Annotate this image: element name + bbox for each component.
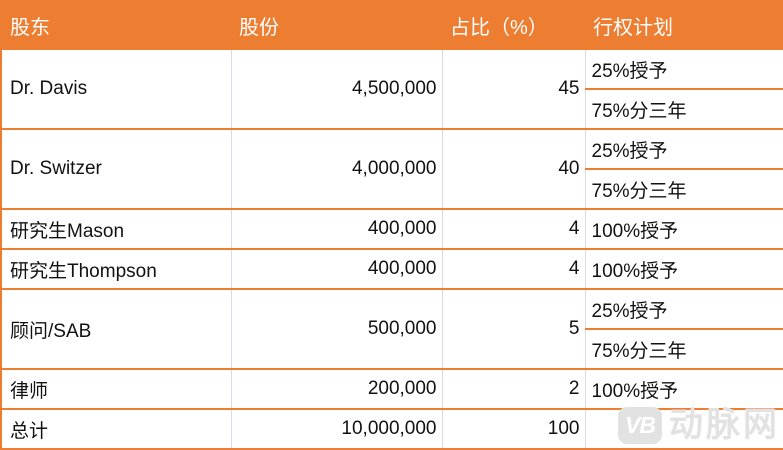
table-subrow: 75%分三年 [1,168,783,210]
cell-vesting: 75%分三年 [584,168,783,210]
table-row: 研究生Thompson 400,000 4 100%授予 [0,248,783,290]
cell-vesting: 25%授予 [584,288,783,330]
table-subrow: 75%分三年 [1,88,783,130]
cell-shares: 4,000,000 [230,128,443,210]
cell-vesting: 100%授予 [584,248,783,290]
header-shareholder: 股东 [1,1,231,50]
cell-percent: 5 [441,288,586,370]
table-row: Dr. Switzer 4,000,000 40 25%授予 [0,128,783,210]
cell-vesting: 100%授予 [584,208,783,250]
cell-vesting: 75%分三年 [584,328,783,370]
cell-shares: 4,500,000 [230,48,443,130]
header-percent: 占比（%） [442,1,585,50]
cell-shareholder: 律师 [0,368,232,410]
cell-percent: 45 [441,48,586,130]
table-row: Dr. Davis 4,500,000 45 25%授予 [0,48,783,130]
cell-vesting: 75%分三年 [584,88,783,130]
cell-percent: 4 [441,248,586,290]
cell-percent: 4 [441,208,586,250]
table-row: 顾问/SAB 500,000 5 25%授予 [0,288,783,370]
cell-shareholder: Dr. Switzer [0,128,232,210]
cell-vesting: 100%授予 [584,368,783,410]
table-subrow: 75%分三年 [1,328,783,370]
cell-shares: 400,000 [230,248,443,290]
cell-shares: 200,000 [230,368,443,410]
cell-shareholder: 总计 [0,408,232,450]
cell-vesting-empty [584,408,783,450]
cell-shareholder: 研究生Mason [0,208,232,250]
cell-shares: 500,000 [230,288,443,370]
header-shares: 股份 [231,1,442,50]
cell-vesting: 25%授予 [584,128,783,170]
total-row: 总计 10,000,000 100 [0,408,783,450]
cell-shareholder: 研究生Thompson [0,248,232,290]
cell-shareholder: Dr. Davis [0,48,232,130]
cell-shares: 10,000,000 [230,408,443,450]
cell-percent: 2 [441,368,586,410]
table-row: 研究生Mason 400,000 4 100%授予 [0,208,783,250]
cell-shareholder: 顾问/SAB [0,288,232,370]
cell-shares: 400,000 [230,208,443,250]
cell-percent: 40 [441,128,586,210]
cell-percent: 100 [441,408,586,450]
header-vesting: 行权计划 [585,1,783,50]
header-row: 股东 股份 占比（%） 行权计划 [1,1,783,50]
table-row: 律师 200,000 2 100%授予 [0,368,783,410]
cell-vesting: 25%授予 [584,48,783,90]
